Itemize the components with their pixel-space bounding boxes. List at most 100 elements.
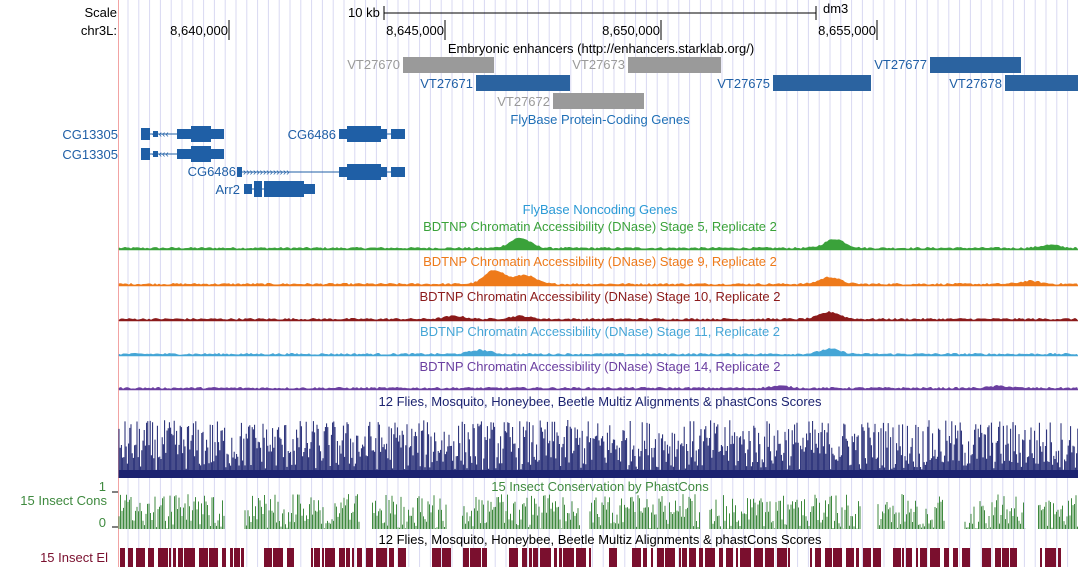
conserved-element[interactable] [178,548,183,567]
dnase-tracks[interactable] [118,237,1078,391]
conserved-element[interactable] [222,548,226,567]
conserved-element[interactable] [906,548,912,567]
conserved-element[interactable] [643,548,647,567]
conserved-element[interactable] [815,548,821,567]
phastcons-track-signal[interactable] [118,494,1078,529]
conserved-element[interactable] [234,548,240,567]
conserved-element[interactable] [148,548,154,567]
conserved-element[interactable] [825,548,832,567]
dnase-signal-3[interactable] [118,348,1078,357]
conserved-element[interactable] [576,548,586,567]
conserved-element[interactable] [346,548,350,567]
conserved-element[interactable] [241,548,244,567]
conserved-element[interactable] [352,548,354,567]
conserved-element[interactable] [632,548,641,567]
conserved-element[interactable] [339,548,345,567]
conserved-element[interactable] [325,548,335,567]
dnase-stage14-title[interactable]: BDTNP Chromatin Accessibility (DNase) St… [419,359,781,374]
elements-track-signal[interactable] [120,548,1061,567]
multiz-track-title[interactable]: 12 Flies, Mosquito, Honeybee, Beetle Mul… [378,394,822,409]
conserved-element[interactable] [689,548,696,567]
conserved-element[interactable] [930,548,940,567]
conserved-element[interactable] [916,548,918,567]
conserved-element[interactable] [563,548,574,567]
noncoding-track-title[interactable]: FlyBase Noncoding Genes [522,202,678,217]
conserved-element[interactable] [705,548,715,567]
enhancer-item-vt27677[interactable] [930,57,1021,73]
multiz-bars[interactable] [118,420,1078,478]
conserved-element[interactable] [554,548,557,567]
conserved-element[interactable] [856,548,859,567]
conserved-element[interactable] [682,548,687,567]
gene-model-cg6486-2[interactable]: ›››››››››››››› [237,164,405,180]
phastcons-side-label[interactable]: 15 Insect Cons [20,493,107,508]
dnase-signal-4[interactable] [118,385,1078,391]
elements-track-title[interactable]: 12 Flies, Mosquito, Honeybee, Beetle Mul… [378,532,822,547]
conserved-element[interactable] [230,548,233,567]
conserved-element[interactable] [699,548,703,567]
protein-coding-track[interactable]: ‹‹‹‹‹ ‹‹‹‹‹ [141,126,405,197]
conserved-element[interactable] [810,548,812,567]
conserved-element[interactable] [184,548,195,567]
conserved-element[interactable] [863,548,871,567]
gene-label-cg13305[interactable]: CG13305 [62,147,118,162]
conserved-element[interactable] [726,548,733,567]
conserved-element[interactable] [962,548,970,567]
conserved-element[interactable] [902,548,904,567]
conserved-element[interactable] [651,548,653,567]
enhancer-track[interactable] [403,57,1078,109]
conserved-element[interactable] [173,548,176,567]
enhancer-label-vt27673[interactable]: VT27673 [572,57,625,72]
conserved-element[interactable] [314,548,320,567]
phastcons-track-title[interactable]: 15 Insect Conservation by PhastCons [491,479,709,494]
conserved-element[interactable] [366,548,373,567]
enhancer-label-vt27670[interactable]: VT27670 [347,57,400,72]
conserved-element[interactable] [995,548,1001,567]
conserved-element[interactable] [199,548,208,567]
conserved-element[interactable] [982,548,991,567]
conserved-element[interactable] [522,548,527,567]
conserved-element[interactable] [398,548,406,567]
conserved-element[interactable] [944,548,949,567]
gene-model-cg13305-2[interactable]: ‹‹‹‹‹ [141,146,224,162]
conserved-element[interactable] [719,548,723,567]
enhancer-item-vt27675[interactable] [773,75,871,91]
conserved-element[interactable] [442,548,451,567]
conserved-element[interactable] [777,548,787,567]
conserved-element[interactable] [833,548,842,567]
conserved-element[interactable] [529,548,532,567]
conserved-element[interactable] [432,548,441,567]
conserved-element[interactable] [1058,548,1061,567]
conserved-element[interactable] [287,548,294,567]
dnase-signal-0[interactable] [118,237,1078,251]
elements-side-label[interactable]: 15 Insect El [40,550,108,565]
enhancer-track-title[interactable]: Embryonic enhancers (http://enhancers.st… [447,41,755,56]
conserved-element[interactable] [920,548,927,567]
conserved-element[interactable] [273,548,283,567]
enhancer-label-vt27675[interactable]: VT27675 [717,76,770,91]
enhancer-item-vt27678[interactable] [1005,75,1078,91]
conserved-element[interactable] [846,548,854,567]
conserved-element[interactable] [158,548,168,567]
conserved-element[interactable] [509,548,518,567]
conserved-element[interactable] [657,548,664,567]
conserved-element[interactable] [1040,548,1042,567]
conserved-element[interactable] [482,548,487,567]
conserved-element[interactable] [1010,548,1017,567]
gene-model-arr2[interactable] [244,181,315,197]
dnase-stage11-title[interactable]: BDTNP Chromatin Accessibility (DNase) St… [419,324,781,339]
protein-coding-track-title[interactable]: FlyBase Protein-Coding Genes [510,112,690,127]
conserved-element[interactable] [533,548,538,567]
conserved-element[interactable] [540,548,551,567]
enhancer-label-vt27672[interactable]: VT27672 [497,94,550,109]
conserved-element[interactable] [893,548,901,567]
conserved-element[interactable] [788,548,790,567]
conserved-element[interactable] [1045,548,1056,567]
conserved-element[interactable] [873,548,881,567]
conserved-element[interactable] [1002,548,1009,567]
enhancer-label-vt27671[interactable]: VT27671 [420,76,473,91]
gene-label-cg6486[interactable]: CG6486 [187,164,236,179]
conserved-element[interactable] [376,548,387,567]
conserved-element[interactable] [357,548,362,567]
enhancer-item-vt27670[interactable] [403,57,494,73]
